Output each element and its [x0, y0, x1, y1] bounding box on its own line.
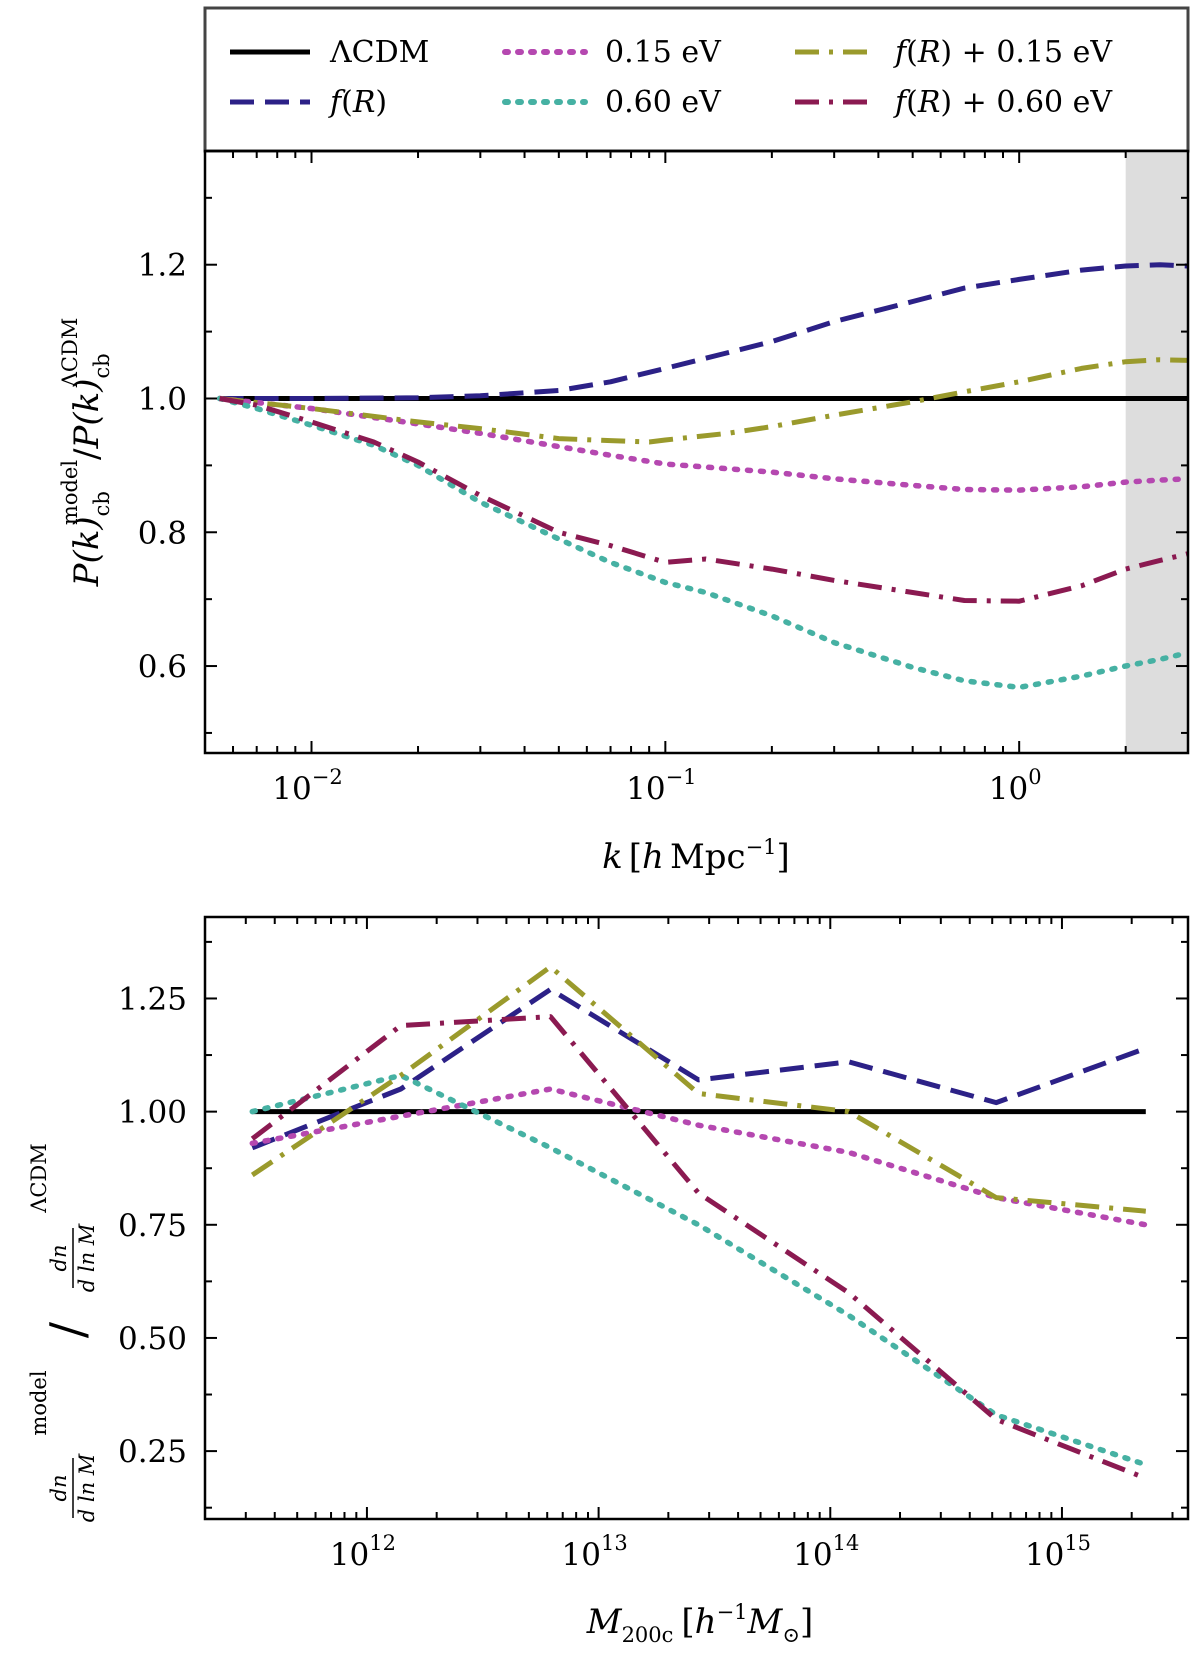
legend-label-nu015: 0.15 eV [605, 35, 722, 70]
svg-text:d ln M: d ln M [75, 1223, 99, 1292]
p1-ytick-label: 1.00 [118, 1095, 187, 1131]
p0-series-nu060 [216, 395, 1191, 691]
svg-text:/: / [40, 1321, 96, 1338]
p0-ytick-label: 1.2 [138, 248, 187, 284]
legend: ΛCDM f(R) 0.15 eV 0.60 eV f(R) + 0.15 eV f(R)… [203, 6, 1190, 153]
p1-xtick-label: 1014 [793, 1531, 859, 1573]
bottom-axes-frame [203, 915, 1190, 1521]
p1-series-nu060 [249, 1072, 1149, 1468]
bottom-x-axis-label: M200c [h−1M⊙] [586, 1600, 814, 1647]
legend-label-lcdm: ΛCDM [329, 35, 429, 70]
p1-series-fr_nu015 [250, 964, 1147, 1214]
p1-ytick-label: 0.50 [118, 1321, 187, 1357]
p0-ytick-label: 1.0 [138, 381, 187, 417]
p1-ytick-label: 0.75 [118, 1208, 187, 1244]
legend-label-fr_nu015: f(R) + 0.15 eV [893, 35, 1113, 70]
p0-series-fr [219, 262, 1189, 401]
svg-text:model: model [27, 1370, 51, 1435]
p1-series-fr [251, 986, 1147, 1151]
svg-text:dn: dn [47, 1245, 71, 1272]
p0-series-fr_nu060 [219, 396, 1189, 604]
svg-text:ΛCDM: ΛCDM [27, 1143, 51, 1214]
halo-mass-function-panel: 1012 1013 1014 1015 0.25 0.50 0.75 1.00 1.25 M20… [27, 915, 1190, 1647]
power-spectrum-panel: 10−2 10−1 100 0.6 0.8 1.0 1.2 k [h Mpc−1] P(k)cb… [58, 149, 1191, 877]
legend-label-fr_nu060: f(R) + 0.60 eV [893, 85, 1113, 120]
legend-label-nu060: 0.60 eV [605, 85, 722, 120]
p1-xtick-label: 1015 [1025, 1531, 1091, 1573]
top-axes-frame [203, 149, 1190, 755]
svg-text:dn: dn [47, 1475, 71, 1502]
legend-label-fr: f(R) [328, 85, 387, 120]
top-x-axis-label: k [h Mpc−1] [602, 835, 790, 877]
p1-xtick-label: 1013 [562, 1531, 628, 1573]
p0-series-fr_nu015 [219, 357, 1189, 445]
legend-frame [203, 6, 1190, 153]
bottom-y-axis-label: dn d ln M model / dn d ln M ΛCDM [27, 1143, 99, 1522]
top-y-axis-label: P(k)cbmodel/P(k)cbΛCDM [58, 318, 114, 588]
p1-xtick-label: 1012 [330, 1531, 396, 1573]
svg-text:d ln M: d ln M [75, 1453, 99, 1522]
p0-xtick-label: 10−1 [626, 765, 696, 807]
p0-xtick-label: 100 [989, 765, 1042, 807]
p0-xtick-label: 10−2 [272, 765, 342, 807]
p1-series-nu015 [249, 1086, 1149, 1228]
p0-series-nu015 [216, 395, 1191, 493]
p1-ytick-label: 0.25 [118, 1434, 187, 1470]
p0-ytick-label: 0.8 [138, 515, 187, 551]
p1-ytick-label: 1.25 [118, 981, 187, 1017]
p0-ytick-label: 0.6 [138, 649, 187, 685]
